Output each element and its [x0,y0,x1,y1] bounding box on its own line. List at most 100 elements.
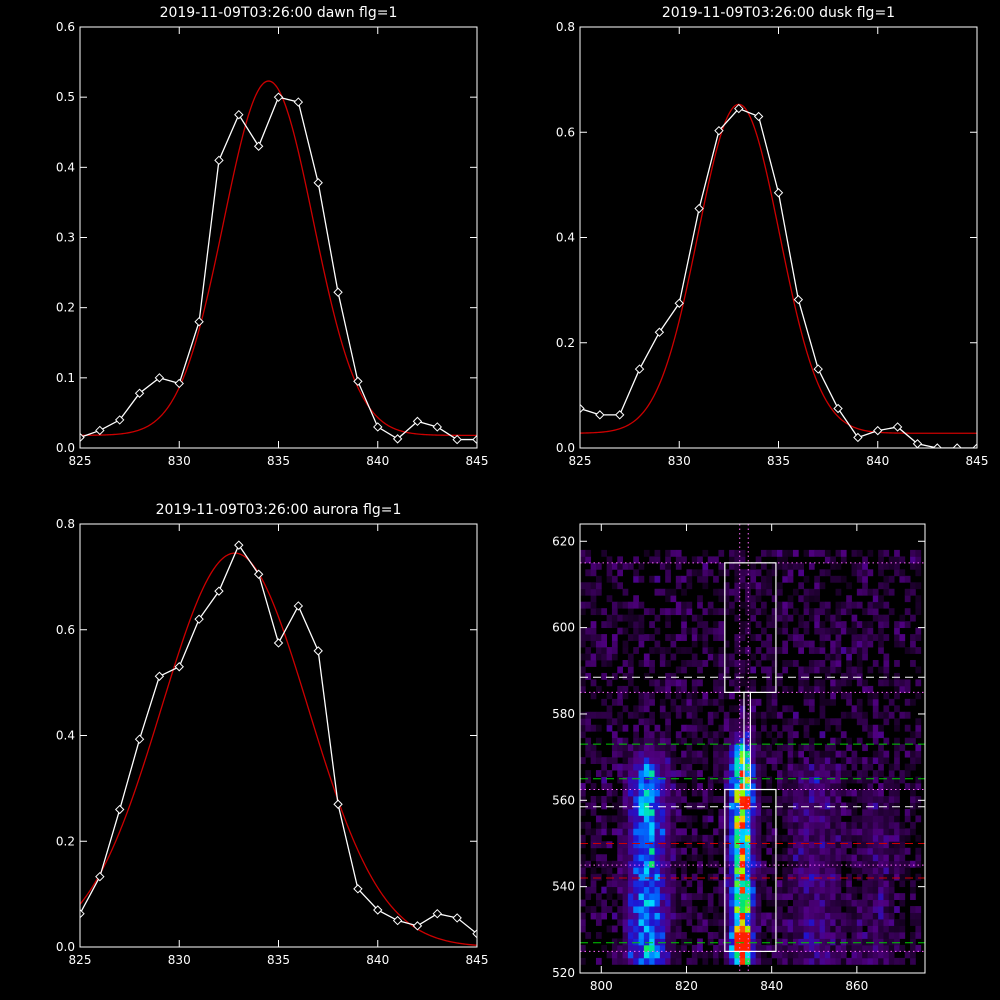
heatmap-cell [633,614,639,622]
heatmap-cell [878,860,884,868]
heatmap-cell [851,705,858,713]
heatmap-cell [787,828,794,836]
heatmap-cell [665,828,671,836]
heatmap-cell [649,634,655,641]
data-point [753,111,764,122]
heatmap-cell [846,666,852,674]
heatmap-cell [750,653,757,661]
heatmap-cell [872,919,879,926]
heatmap-cell [771,951,778,959]
heatmap-cell [856,841,863,849]
heatmap-cell [851,640,858,648]
heatmap-cell [697,944,703,952]
heatmap-cell [835,847,842,855]
heatmap-cell [649,893,655,901]
heatmap-cell [899,640,906,648]
heatmap-cell [729,556,735,564]
heatmap-cell [595,828,602,836]
heatmap-cell [665,931,671,939]
heatmap-cell [729,776,735,784]
heatmap-cell [729,847,735,855]
heatmap-cell [824,783,831,790]
heatmap-cell [659,705,666,713]
heatmap-cell [792,854,799,862]
heatmap-cell [899,711,906,719]
heatmap-cell [915,847,922,855]
heatmap-cell [915,931,922,939]
heatmap-cell [851,802,858,810]
heatmap-cell [686,906,693,913]
heatmap-cell [686,834,693,842]
heatmap-cell [878,854,884,862]
heatmap-cell [814,666,820,674]
heatmap-cell [659,776,666,784]
heatmap-cell [915,556,922,564]
heatmap-cell [771,931,778,939]
heatmap-cell [798,582,805,590]
heatmap-cell [750,873,757,881]
heatmap-cell [606,575,613,583]
heatmap-cell [761,841,767,849]
heatmap-cell [681,899,687,907]
heatmap-cell [819,711,826,719]
heatmap-cell [803,757,810,765]
heatmap-cell [910,808,916,816]
heatmap-cell [606,783,613,790]
heatmap-cell [622,562,629,570]
heatmap-cell [835,854,842,862]
heatmap-cell [617,601,623,609]
heatmap-cell [750,944,757,952]
heatmap-cell [867,938,874,946]
heatmap-cell [750,841,757,849]
heatmap-cell [611,562,618,570]
heatmap-cell [580,724,586,732]
heatmap-cell [899,931,906,939]
heatmap-cell [659,860,666,868]
heatmap-cell [883,549,890,557]
heatmap-cell [590,880,597,888]
heatmap-cell [654,873,661,881]
heatmap-cell [611,802,618,810]
heatmap-cell [670,789,677,797]
x-tick-label: 825 [569,454,592,468]
heatmap-cell [915,919,922,926]
heatmap-cell [846,886,852,894]
heatmap-cell [787,938,794,946]
heatmap-cell [894,860,900,868]
heatmap-cell [707,919,714,926]
heatmap-cell [846,789,852,797]
heatmap-cell [851,672,858,680]
heatmap-cell [697,886,703,894]
heatmap-cell [611,737,618,745]
heatmap-cell [755,841,762,849]
heatmap-cell [697,595,703,603]
heatmap-cell [894,737,900,745]
heatmap-cell [824,925,831,933]
data-point [214,586,224,596]
heatmap-cell [691,705,698,713]
heatmap-cell [803,770,810,777]
heatmap-cell [851,854,858,862]
heatmap-cell [734,789,741,797]
heatmap-cell [691,770,698,777]
heatmap-cell [734,925,741,933]
heatmap-cell [766,744,773,752]
heatmap-cell [601,711,608,719]
heatmap-cell [718,770,725,777]
data-point [114,415,125,425]
heatmap-cell [729,724,735,732]
heatmap-cell [846,647,852,654]
heatmap-cell [883,860,890,868]
heatmap-cell [776,854,783,862]
heatmap-cell [734,647,741,654]
heatmap-cell [792,899,799,907]
heatmap-cell [665,595,671,603]
heatmap-cell [601,795,608,803]
heatmap-cell [915,549,922,557]
heatmap-cell [622,685,629,693]
heatmap-cell [787,750,794,758]
heatmap-cell [883,925,890,933]
heatmap-cell [771,614,778,622]
heatmap-cell [745,595,751,603]
heatmap-cell [729,944,735,952]
